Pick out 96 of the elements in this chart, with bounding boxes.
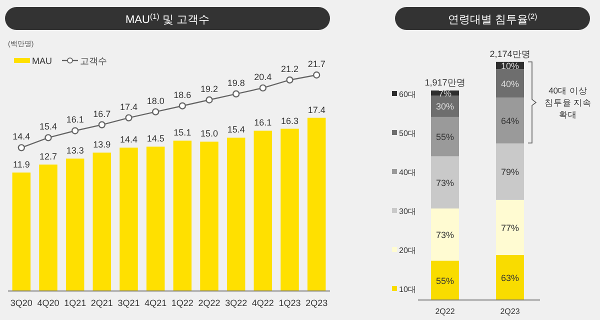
point: [259, 84, 267, 92]
data-label: 16.1: [66, 114, 84, 125]
legend-label: 30대: [399, 207, 416, 216]
bar: [173, 140, 192, 291]
data-label: 14.4: [12, 132, 30, 142]
data-label: 19.8: [227, 78, 245, 88]
data-label: 73%: [436, 178, 454, 188]
legend-label: 60대: [399, 90, 416, 99]
data-label: 21.7: [308, 59, 326, 69]
bar: [280, 128, 299, 291]
bar: [496, 254, 524, 300]
point: [206, 96, 213, 104]
data-label: 40%: [500, 78, 520, 89]
bar: [146, 146, 165, 291]
legend-label: 20대: [399, 246, 416, 255]
data-label: 30%: [436, 102, 454, 112]
data-label: 10%: [500, 60, 520, 71]
data-label: 64%: [500, 116, 520, 126]
data-label: 79%: [500, 167, 520, 178]
data-label: 13.9: [93, 140, 111, 150]
x-tick-label: 2Q23: [306, 298, 328, 308]
point: [98, 121, 106, 128]
data-label: 20.4: [254, 72, 272, 82]
data-label: 15.1: [174, 128, 192, 138]
point: [312, 71, 320, 79]
x-tick-label: 3Q21: [118, 298, 140, 308]
bar: [120, 148, 138, 291]
bar: [496, 98, 524, 144]
bar: [254, 130, 272, 291]
legend-label: 10대: [399, 285, 416, 294]
bar: [200, 142, 218, 291]
data-label: 55%: [436, 132, 454, 142]
bar: [431, 156, 459, 208]
bar: [12, 172, 31, 291]
bar: [431, 116, 459, 156]
annotation: 1,917만명: [424, 78, 466, 88]
data-label: 7%: [438, 88, 452, 99]
data-label: 55%: [436, 276, 454, 286]
legend-label: MAU: [32, 56, 52, 66]
point: [125, 114, 132, 122]
legend-label: 고객수: [80, 56, 107, 66]
legend-label: 40대: [399, 168, 416, 177]
data-label: 12.7: [39, 152, 58, 162]
bar: [496, 143, 524, 200]
data-label: 13.3: [66, 146, 84, 156]
data-label: 63%: [500, 272, 520, 283]
bar: [496, 200, 524, 255]
x-tick-label: 1Q21: [64, 298, 86, 308]
x-tick-label: 4Q21: [144, 298, 167, 308]
x-tick-label: 2Q22: [435, 307, 456, 316]
bar: [431, 260, 459, 300]
text: 2,174만명: [490, 48, 530, 59]
data-label: 19.2: [200, 84, 218, 94]
data-label: 15.0: [200, 128, 218, 139]
data-label: 73%: [436, 230, 454, 240]
bar: [307, 118, 326, 291]
data-label: 11.9: [12, 160, 30, 170]
data-label: 18.6: [174, 90, 192, 100]
x-tick-label: 1Q22: [171, 298, 194, 308]
data-label: 16.7: [93, 108, 111, 119]
point: [18, 144, 26, 152]
legend-label: 50대: [399, 129, 416, 138]
data-label: 18.0: [146, 96, 164, 106]
data-label: 77%: [500, 222, 520, 233]
bar: [431, 208, 459, 261]
data-label: 17.4: [308, 104, 326, 115]
data-label: 15.4: [39, 122, 58, 132]
data-label: 21.2: [280, 64, 299, 74]
x-tick-label: 4Q20: [37, 298, 60, 308]
x-tick-label: 2Q21: [90, 298, 113, 308]
point: [71, 127, 79, 134]
data-label: 14.4: [120, 134, 138, 145]
data-label: 17.4: [120, 102, 138, 112]
chart-title: 연령대별 침투율$^{(2)}$: [448, 12, 538, 26]
bar: [66, 158, 84, 291]
bar: [92, 152, 112, 291]
x-tick-label: 2Q23: [500, 307, 520, 316]
point: [286, 76, 294, 84]
bar: [39, 164, 58, 291]
x-tick-label: 3Q22: [225, 298, 248, 308]
chart-title: MAU$^{(1)}$ 및 고객수: [126, 12, 210, 26]
point: [44, 134, 52, 142]
point: [232, 90, 240, 98]
bar: [226, 138, 246, 291]
data-label: 14.5: [146, 134, 164, 144]
text: 40대 이상 침투율 지속 확대: [544, 85, 592, 120]
data-label: 15.4: [227, 124, 245, 135]
x-tick-label: 2Q22: [198, 298, 220, 308]
data-label: 16.3: [280, 116, 299, 126]
point: [178, 102, 186, 110]
bar: [496, 69, 524, 98]
x-tick-label: 1Q23: [278, 298, 301, 308]
data-label: 16.1: [254, 118, 272, 128]
point: [152, 108, 160, 116]
x-tick-label: 4Q22: [252, 298, 274, 308]
x-tick-label: 3Q20: [10, 298, 32, 308]
